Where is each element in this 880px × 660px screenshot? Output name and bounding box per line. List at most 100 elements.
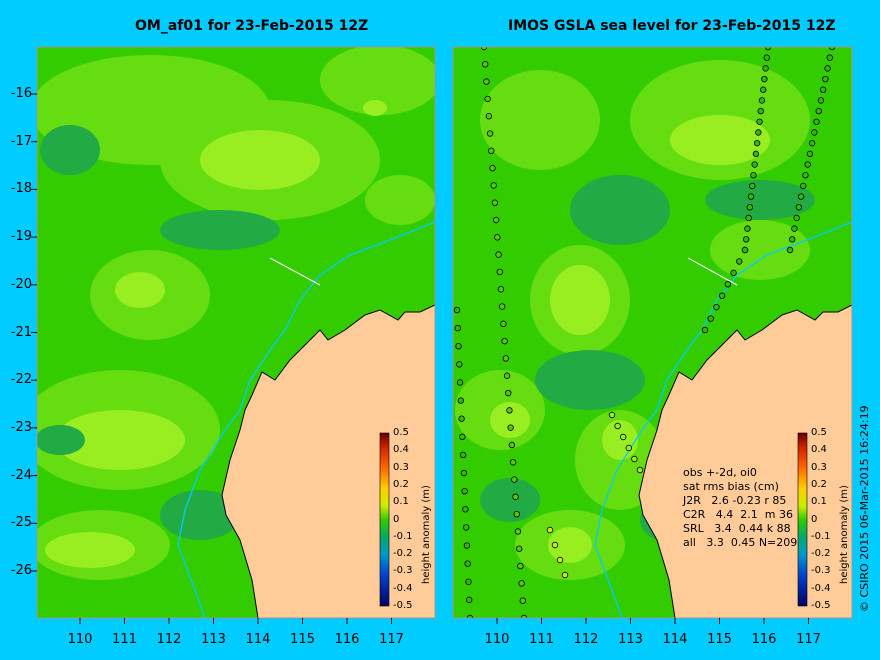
track-marker (551, 541, 559, 549)
track-marker (761, 75, 768, 83)
left-map-title: OM_af01 for 23-Feb-2015 12Z (135, 18, 369, 34)
track-marker (811, 129, 818, 136)
track-marker (762, 65, 769, 72)
colorbar-tick-label: 0.2 (811, 478, 827, 490)
colorbar-tick-label: -0.5 (393, 600, 413, 611)
track-marker (804, 161, 811, 168)
axis-tick-marks (31, 93, 809, 624)
track-marker (457, 397, 465, 404)
lon-label: 115 (290, 632, 315, 647)
colorbar-tick-label: 0.4 (811, 444, 827, 456)
track-marker (492, 216, 500, 224)
right-colorbar (797, 432, 808, 607)
stats-line-1: obs +-2d, oi0 (683, 466, 757, 479)
colorbar-tick-label: -0.2 (811, 548, 831, 560)
lat-label: -20 (10, 276, 32, 292)
track-marker (730, 269, 737, 277)
lat-label: -23 (10, 419, 32, 435)
right-map-title: IMOS GSLA sea level for 23-Feb-2015 12Z (508, 18, 836, 34)
left-map (37, 47, 435, 618)
left-shelf-contour (177, 221, 435, 618)
track-marker (713, 303, 720, 311)
track-marker (456, 361, 463, 368)
track-marker (819, 86, 827, 93)
track-marker (806, 150, 814, 158)
right-map-frame (452, 46, 853, 619)
track-marker (509, 459, 517, 466)
track-marker (515, 545, 523, 552)
track-marker (464, 560, 471, 567)
track-marker (497, 286, 505, 293)
colorbar-tick-label: -0.2 (393, 548, 413, 560)
track-marker (462, 524, 470, 531)
lat-label: -22 (10, 372, 32, 388)
track-marker (495, 251, 502, 258)
lat-label: -17 (10, 133, 32, 149)
track-marker (518, 580, 525, 587)
track-marker (462, 506, 469, 513)
colorbar-tick-label: 0.1 (393, 496, 409, 508)
track-marker (793, 214, 800, 222)
lat-label: -25 (10, 515, 32, 531)
track-marker (458, 415, 465, 422)
track-marker (753, 139, 761, 147)
colorbar-tick-label: 0.2 (393, 478, 409, 490)
colorbar-tick-label: 0.5 (811, 427, 827, 438)
track-marker (802, 172, 809, 179)
lon-label: 116 (751, 632, 777, 647)
track-marker (701, 326, 709, 334)
track-marker (826, 54, 833, 61)
right-map (453, 47, 852, 618)
track-marker (724, 281, 732, 288)
track-marker (741, 246, 749, 254)
track-marker (517, 562, 524, 570)
lat-label: -24 (10, 467, 32, 483)
lon-label: 117 (796, 632, 821, 647)
track-marker (520, 614, 528, 618)
track-marker (631, 455, 638, 463)
stats-row-srl: SRL 3.4 0.44 k 88 (683, 522, 791, 535)
track-marker (506, 407, 513, 414)
stats-box: obs +-2d, oi0 sat rms bias (cm) J2R 2.6 … (683, 466, 797, 550)
lat-label: -16 (10, 86, 32, 101)
colorbar-tick-label: -0.5 (811, 600, 831, 611)
track-marker (791, 225, 798, 232)
track-marker (608, 411, 616, 419)
lat-label: -18 (10, 181, 32, 197)
lat-label: -26 (10, 563, 32, 578)
lon-label: 110 (484, 632, 510, 647)
track-marker (513, 510, 520, 518)
left-anomaly-low (37, 125, 280, 540)
track-marker (461, 487, 468, 495)
colorbar-tick-label: 0.4 (393, 444, 409, 456)
left-anomaly-high (45, 100, 387, 568)
track-marker (815, 107, 822, 115)
right-anomaly-high (490, 115, 770, 563)
copyright-text: © CSIRO 2015 06-Mar-2015 16:24:19 (858, 405, 871, 612)
lon-label: 114 (245, 632, 271, 647)
track-marker (483, 78, 490, 85)
lon-label: 114 (662, 632, 688, 647)
track-marker (752, 150, 760, 158)
track-marker (496, 268, 503, 276)
track-marker (484, 95, 491, 103)
track-marker (620, 433, 627, 441)
track-marker (456, 379, 464, 386)
track-marker (500, 320, 507, 328)
left-colorbar (379, 432, 390, 607)
lon-label: 110 (67, 632, 93, 647)
right-transect-line (687, 257, 738, 286)
track-marker (466, 596, 473, 604)
track-marker (463, 542, 471, 549)
track-marker (489, 164, 496, 172)
track-marker (485, 113, 493, 120)
track-marker (490, 182, 497, 189)
colorbar-tick-label: 0.3 (393, 461, 409, 473)
colorbar-tick-label: -0.4 (393, 582, 413, 594)
colorbar-tick-label: 0 (393, 513, 400, 525)
lon-label: 117 (379, 632, 404, 647)
track-marker (747, 193, 755, 200)
track-marker (511, 476, 518, 483)
colorbar-tick-label: -0.4 (811, 582, 831, 594)
altimeter-track-markers (453, 47, 836, 618)
